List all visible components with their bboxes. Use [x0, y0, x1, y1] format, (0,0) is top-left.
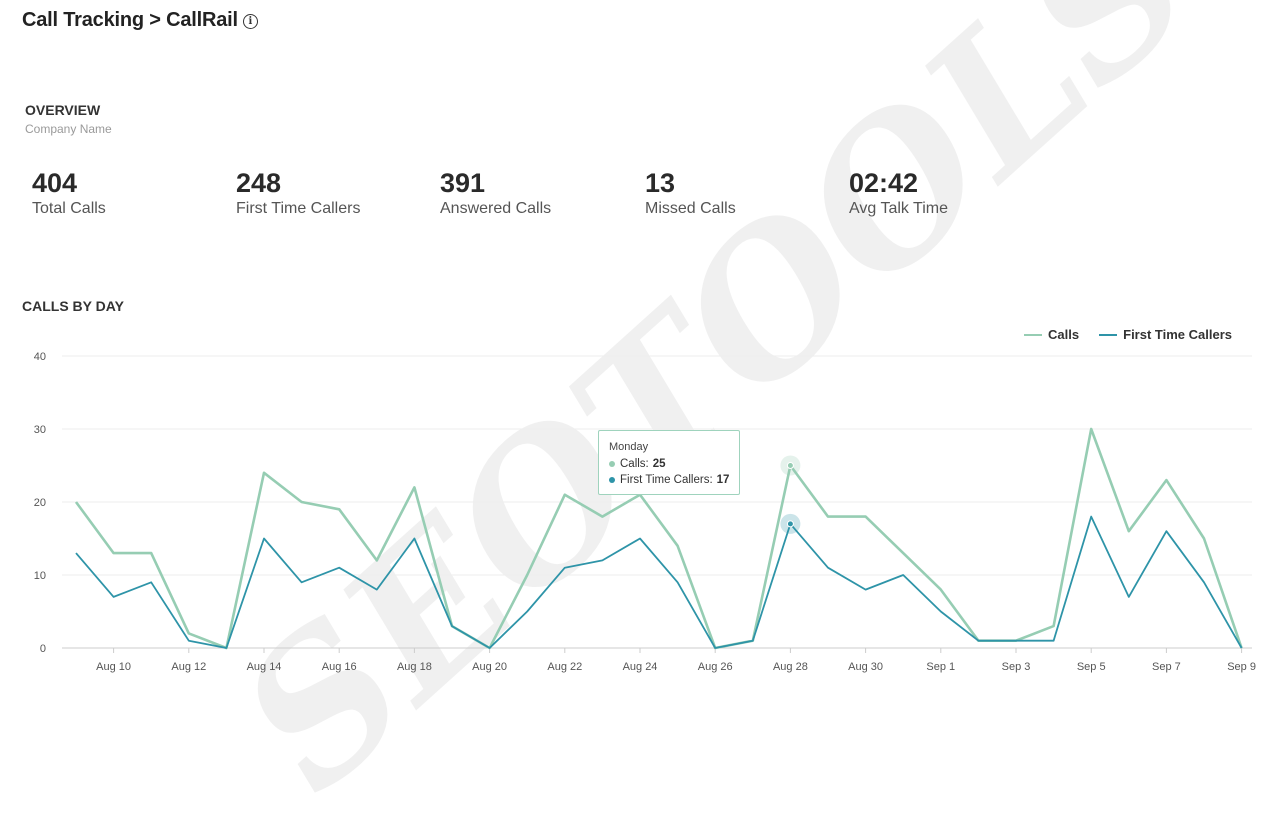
tooltip-dot-calls	[609, 461, 615, 467]
y-tick-label: 40	[34, 351, 46, 363]
legend-swatch-first-time-callers	[1099, 333, 1118, 336]
calls-by-day-heading: CALLS BY DAY	[22, 298, 124, 314]
x-tick-label: Aug 12	[171, 661, 206, 673]
tooltip-calls-label: Calls:	[620, 458, 649, 470]
stat-label: Avg Talk Time	[849, 200, 949, 217]
stat-label: Answered Calls	[440, 200, 552, 217]
stat-value: 02:42	[849, 168, 919, 198]
x-tick-label: Aug 22	[547, 661, 582, 673]
x-tick-label: Sep 3	[1002, 661, 1031, 673]
x-tick-label: Sep 7	[1152, 661, 1181, 673]
tooltip-dot-first-time-callers	[609, 477, 615, 483]
legend-label: First Time Callers	[1123, 327, 1232, 342]
page-title: Call Tracking > CallRail i	[22, 9, 258, 32]
legend-item-first-time-callers[interactable]: First Time Callers	[1099, 327, 1232, 342]
tooltip-row-first-time-callers: First Time Callers: 17	[609, 472, 729, 488]
x-tick-label: Aug 30	[848, 661, 883, 673]
x-tick-label: Aug 28	[773, 661, 808, 673]
series-line-calls	[74, 427, 1243, 650]
highlight-point	[786, 462, 794, 469]
page-title-text: Call Tracking > CallRail	[22, 9, 238, 31]
x-tick-label: Aug 16	[322, 661, 357, 673]
x-tick-label: Sep 9	[1227, 661, 1256, 673]
series-line-first-time-callers	[75, 515, 1243, 649]
stat-label: First Time Callers	[236, 200, 361, 217]
tooltip-day: Monday	[609, 441, 649, 453]
stat-value: 404	[32, 168, 78, 198]
stat-label: Total Calls	[32, 200, 106, 217]
stat-first-time-callers: 248 First Time Callers	[236, 168, 360, 218]
x-tick-label: Aug 18	[397, 661, 432, 673]
y-tick-label: 0	[40, 643, 46, 655]
x-tick-label: Sep 5	[1077, 661, 1106, 673]
x-tick-label: Aug 10	[96, 661, 131, 673]
legend-swatch-calls	[1024, 333, 1043, 336]
highlight-point	[786, 520, 794, 528]
chart-tooltip: Monday Calls: 25 First Time Callers: 17	[598, 430, 741, 495]
stat-value: 13	[645, 168, 676, 198]
stat-missed-calls: 13 Missed Calls	[645, 168, 736, 218]
stat-value: 391	[440, 168, 486, 198]
stat-total-calls: 404 Total Calls	[32, 168, 106, 218]
y-tick-label: 10	[34, 570, 46, 582]
tooltip-row-calls: Calls: 25	[609, 456, 729, 472]
stat-label: Missed Calls	[645, 200, 736, 217]
overview-heading: OVERVIEW	[25, 102, 101, 118]
x-tick-label: Aug 26	[698, 661, 733, 673]
info-icon[interactable]: i	[242, 14, 258, 29]
tooltip-calls-value: 25	[652, 458, 666, 470]
tooltip-ftc-value: 17	[716, 474, 730, 486]
x-tick-label: Aug 14	[247, 661, 282, 673]
stat-avg-talk-time: 02:42 Avg Talk Time	[849, 168, 948, 218]
company-name: Company Name	[25, 122, 112, 136]
y-tick-label: 30	[34, 424, 46, 436]
x-tick-label: Sep 1	[926, 661, 955, 673]
stat-value: 248	[236, 168, 282, 198]
x-tick-label: Aug 24	[623, 661, 658, 673]
chart-legend: Calls First Time Callers	[1024, 327, 1232, 342]
calls-by-day-chart: 0 10 20 30 40 Aug 10 Aug 12 Aug 14 Aug 16 Aug 18 A…	[34, 351, 1256, 673]
legend-label: Calls	[1048, 327, 1080, 342]
y-tick-label: 20	[34, 497, 46, 509]
stat-answered-calls: 391 Answered Calls	[440, 168, 551, 218]
legend-item-calls[interactable]: Calls	[1024, 327, 1079, 342]
x-tick-label: Aug 20	[472, 661, 507, 673]
tooltip-ftc-label: First Time Callers:	[620, 474, 713, 486]
